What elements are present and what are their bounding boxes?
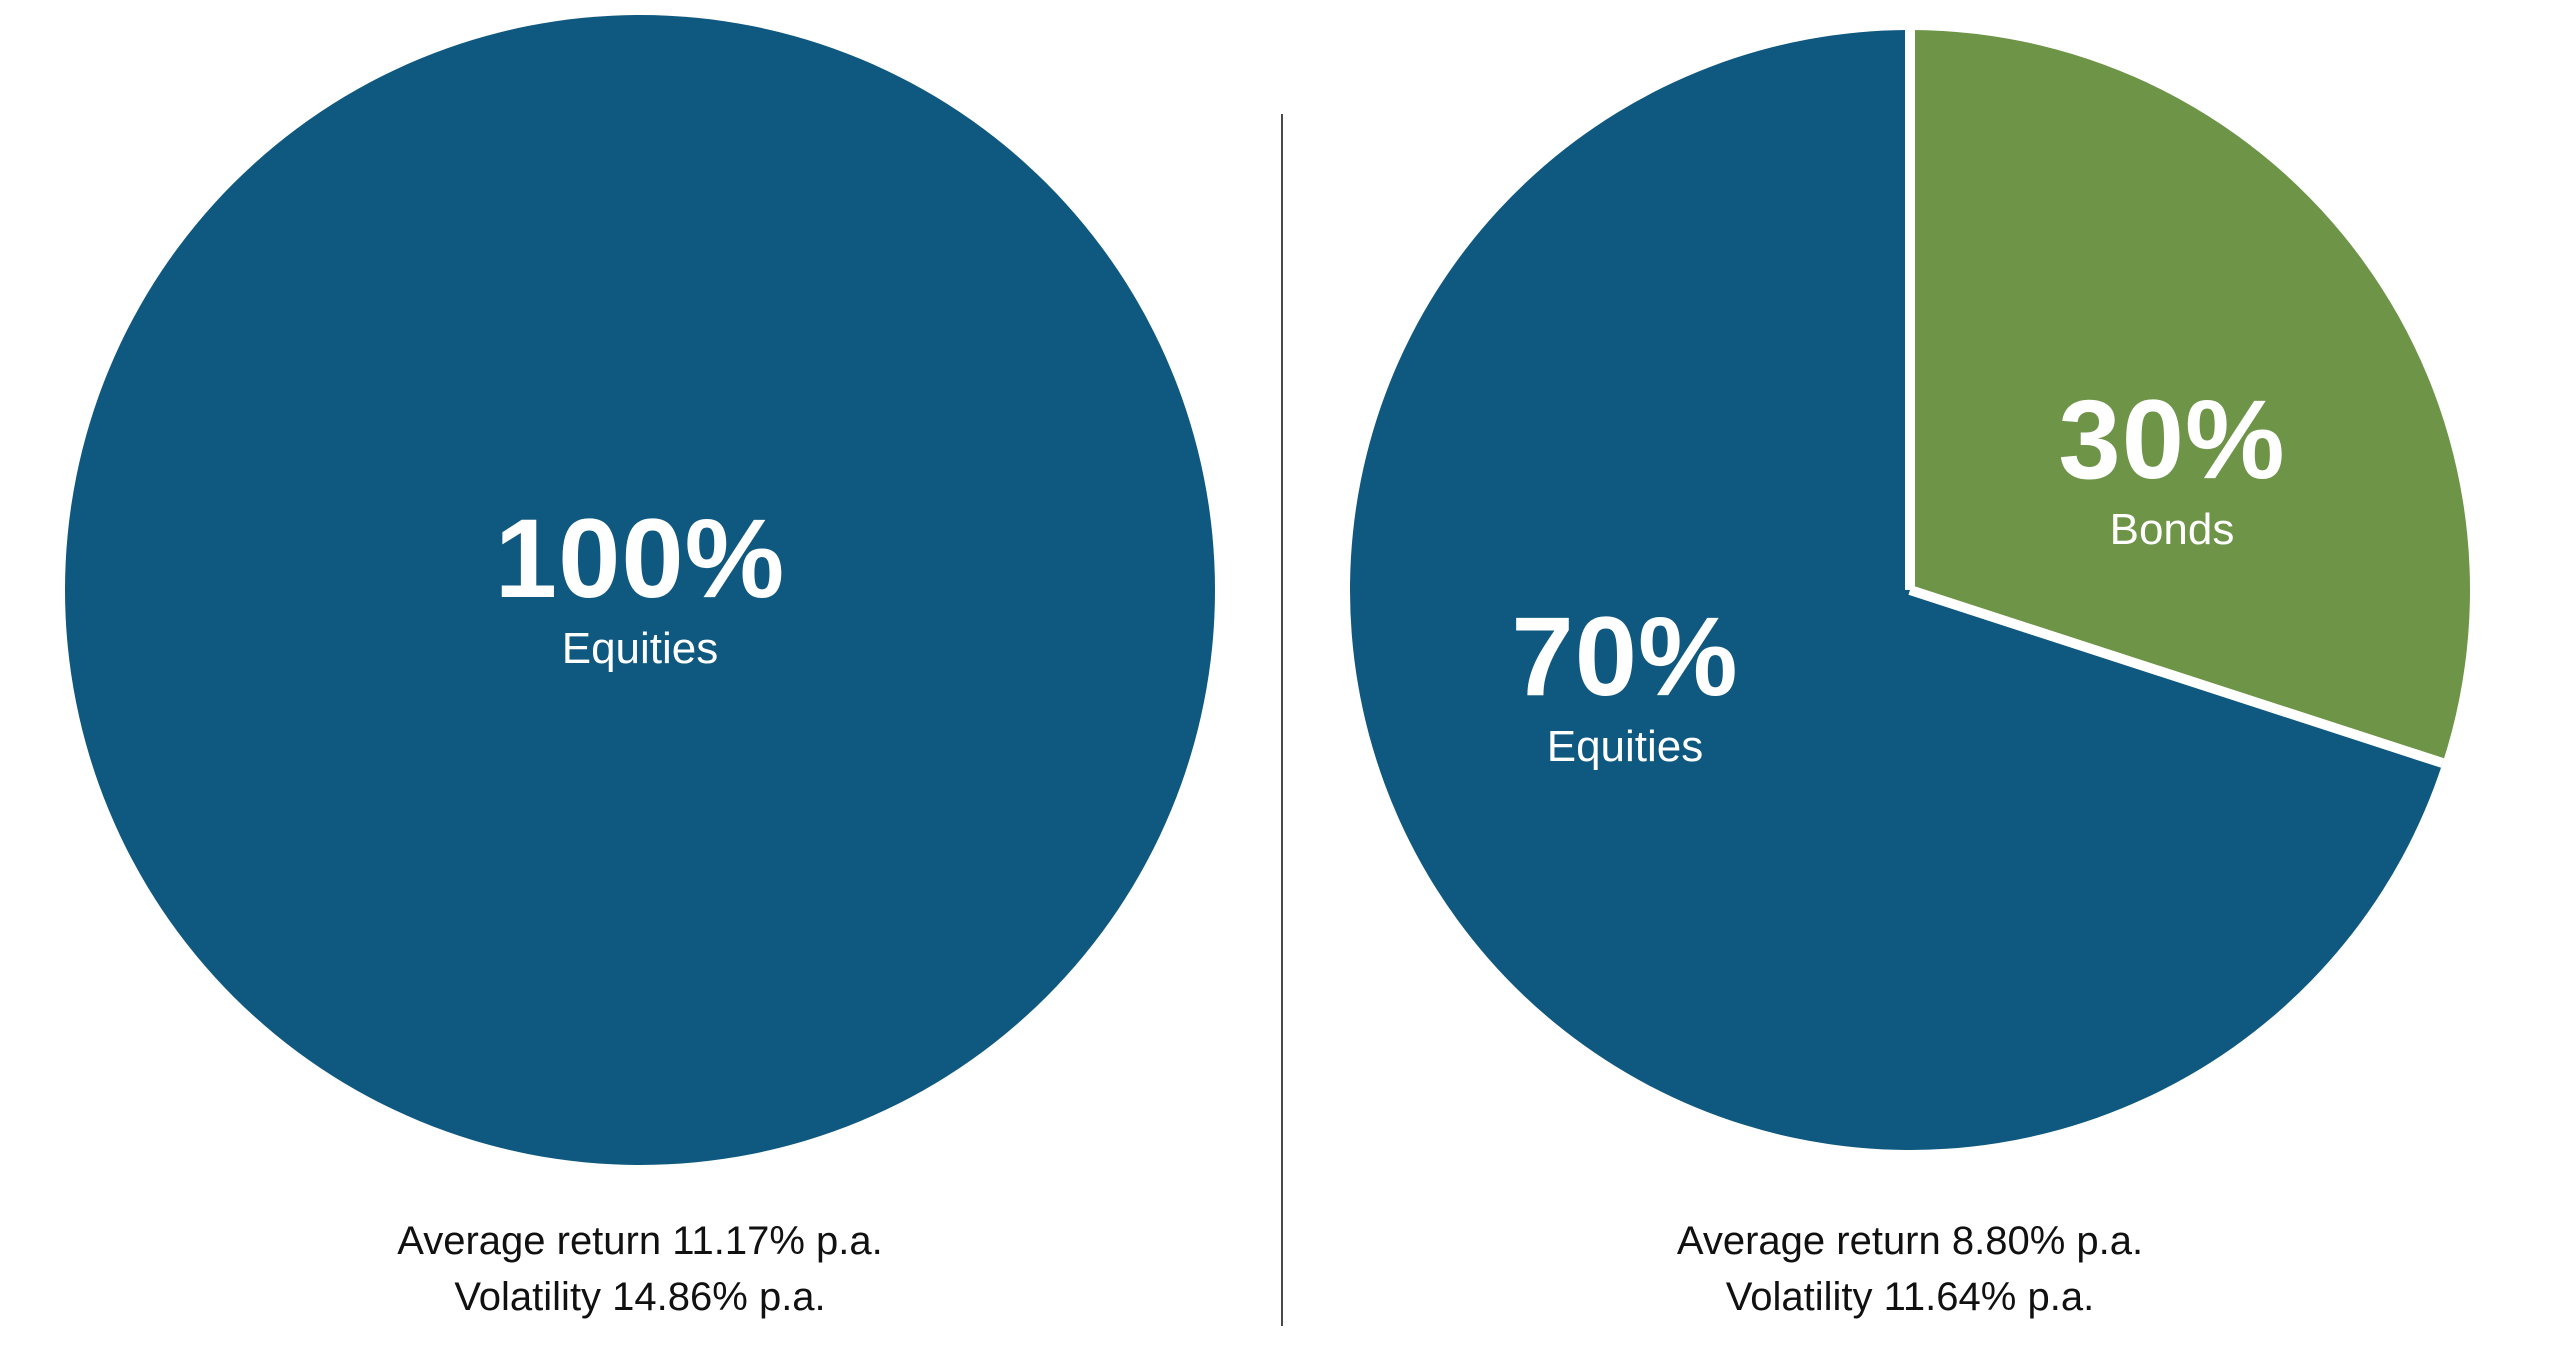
left-pie-captions: Average return 11.17% p.a. Volatility 14…	[397, 1213, 883, 1325]
left-volatility-caption: Volatility 14.86% p.a.	[454, 1275, 826, 1319]
divider-line	[1281, 114, 1283, 1326]
right-pie-captions: Average return 8.80% p.a. Volatility 11.…	[1677, 1213, 2143, 1325]
pie-chart-70-equities-30-bonds	[1350, 30, 2470, 1150]
right-average-return-caption: Average return 8.80% p.a.	[1676, 1219, 2144, 1263]
left-average-return-caption: Average return 11.17% p.a.	[397, 1219, 883, 1263]
pie-chart-100-equities	[65, 15, 1215, 1165]
right-volatility-caption: Volatility 11.64% p.a.	[1725, 1275, 2095, 1319]
